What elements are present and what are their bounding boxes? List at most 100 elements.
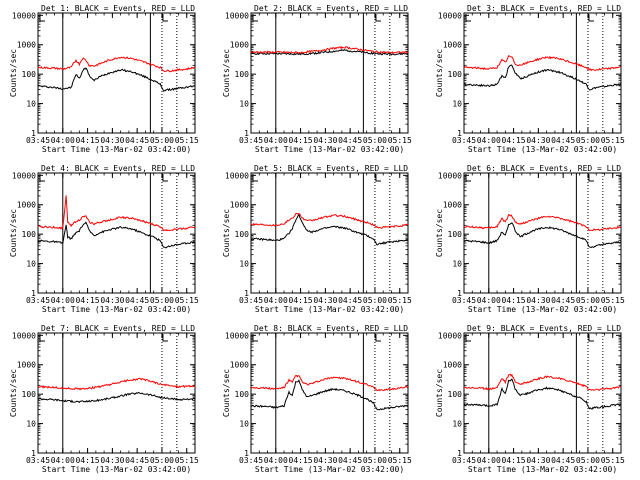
y-tick-label: 1 [244, 129, 249, 138]
y-tick-label: 1 [31, 289, 36, 298]
panel-det-8: Det 8: BLACK = Events, RED = LLD 1 10 100 10… [222, 324, 412, 474]
x-tick-label: 04:30 [100, 296, 124, 305]
x-tick-label: 05:00 [150, 136, 174, 145]
y-axis-label: Counts/sec [222, 209, 231, 257]
x-tick-label: 04:30 [313, 136, 337, 145]
y-tick-label: 1000 [17, 361, 36, 370]
x-axis-label: Start Time (13-Mar-02 03:42:00) [255, 465, 404, 474]
x-tick-label: 05:00 [150, 296, 174, 305]
x-axis-label: Start Time (13-Mar-02 03:42:00) [255, 305, 404, 314]
y-tick-label: 1 [244, 289, 249, 298]
x-tick-label: 05:15 [388, 136, 412, 145]
panel-title: Det 1: BLACK = Events, RED = LLD [41, 4, 195, 13]
x-tick-label: 04:45 [338, 136, 362, 145]
y-tick-label: 1000 [230, 201, 249, 210]
y-tick-label: 1000 [17, 41, 36, 50]
corner-bracket-left [465, 334, 471, 342]
plot-frame [37, 172, 196, 294]
y-axis-label: Counts/sec [222, 49, 231, 97]
y-tick-label: 100 [22, 390, 37, 399]
panel-det-5: Det 5: BLACK = Events, RED = LLD 1 10 100 10… [222, 164, 412, 314]
corner-bracket-left [39, 174, 45, 182]
series-lld-line [38, 195, 196, 232]
x-tick-label: 05:00 [576, 136, 600, 145]
x-tick-label: 05:00 [363, 296, 387, 305]
y-tick-label: 10 [239, 260, 249, 269]
corner-bracket-left [465, 14, 471, 22]
y-tick-label: 100 [448, 70, 463, 79]
x-tick-label: 03:45 [239, 456, 263, 465]
x-tick-label: 03:45 [26, 296, 50, 305]
series-lld-line [250, 45, 409, 55]
series-lld-line [463, 373, 622, 391]
x-axis-label: Start Time (13-Mar-02 03:42:00) [468, 465, 617, 474]
series-events-line [463, 222, 622, 249]
plot-frame [463, 172, 622, 294]
x-tick-label: 04:15 [502, 456, 526, 465]
y-axis-label: Counts/sec [9, 369, 18, 417]
y-tick-label: 1000 [230, 361, 249, 370]
corner-bracket-left [252, 174, 258, 182]
panel-det-3: Det 3: BLACK = Events, RED = LLD 1 10 100 10… [435, 4, 625, 154]
panel-title: Det 5: BLACK = Events, RED = LLD [254, 164, 408, 173]
y-tick-label: 10000 [225, 171, 249, 180]
y-tick-label: 1000 [230, 41, 249, 50]
x-tick-label: 04:00 [51, 456, 75, 465]
x-tick-label: 04:45 [125, 296, 149, 305]
y-tick-label: 10 [26, 420, 36, 429]
corner-bracket [588, 334, 594, 342]
panel-det-2: Det 2: BLACK = Events, RED = LLD 1 10 100 10… [222, 4, 412, 154]
x-tick-label: 04:30 [526, 456, 550, 465]
x-tick-label: 05:15 [388, 296, 412, 305]
y-tick-label: 10000 [12, 331, 36, 340]
x-tick-label: 04:15 [289, 456, 313, 465]
x-tick-label: 04:45 [551, 456, 575, 465]
series-events-line [250, 212, 409, 246]
y-tick-label: 1 [31, 129, 36, 138]
x-tick-label: 04:45 [338, 456, 362, 465]
y-axis-label: Counts/sec [435, 369, 444, 417]
x-tick-label: 03:45 [239, 136, 263, 145]
y-axis-label: Counts/sec [9, 49, 18, 97]
x-tick-label: 04:00 [477, 136, 501, 145]
x-tick-label: 05:00 [576, 456, 600, 465]
panel-title: Det 3: BLACK = Events, RED = LLD [467, 4, 621, 13]
x-tick-label: 04:30 [313, 296, 337, 305]
x-tick-label: 04:00 [477, 456, 501, 465]
panel-title: Det 4: BLACK = Events, RED = LLD [41, 164, 195, 173]
y-tick-label: 1000 [443, 201, 462, 210]
y-tick-label: 10 [452, 100, 462, 109]
x-tick-label: 04:00 [264, 296, 288, 305]
y-tick-label: 1 [457, 129, 462, 138]
y-tick-label: 1000 [443, 41, 462, 50]
y-tick-label: 1 [244, 449, 249, 458]
y-axis-label: Counts/sec [9, 209, 18, 257]
series-lld-line [37, 377, 196, 391]
x-tick-label: 04:15 [289, 296, 313, 305]
corner-bracket [375, 334, 381, 342]
x-axis-label: Start Time (13-Mar-02 03:42:00) [468, 145, 617, 154]
y-tick-label: 10 [239, 100, 249, 109]
y-tick-label: 100 [448, 390, 463, 399]
y-tick-label: 10000 [438, 331, 462, 340]
x-tick-label: 05:00 [363, 456, 387, 465]
x-tick-label: 04:15 [502, 296, 526, 305]
y-tick-label: 100 [235, 230, 250, 239]
panel-det-1: Det 1: BLACK = Events, RED = LLD 1 10 100 10… [9, 4, 199, 154]
plot-frame [463, 12, 622, 134]
corner-bracket [162, 14, 168, 22]
series-events-line [250, 379, 409, 411]
series-events-line [250, 49, 409, 56]
panel-det-4: Det 4: BLACK = Events, RED = LLD 1 10 100 10… [9, 164, 199, 314]
series-events-line [37, 221, 196, 249]
plot-frame [250, 12, 409, 134]
x-tick-label: 04:00 [51, 136, 75, 145]
corner-bracket [162, 334, 168, 342]
x-tick-label: 04:15 [76, 136, 100, 145]
series-events-line [463, 64, 622, 91]
x-tick-label: 04:45 [551, 136, 575, 145]
corner-bracket-left [252, 14, 258, 22]
panel-title: Det 2: BLACK = Events, RED = LLD [254, 4, 408, 13]
x-tick-label: 04:15 [76, 296, 100, 305]
corner-bracket [588, 14, 594, 22]
